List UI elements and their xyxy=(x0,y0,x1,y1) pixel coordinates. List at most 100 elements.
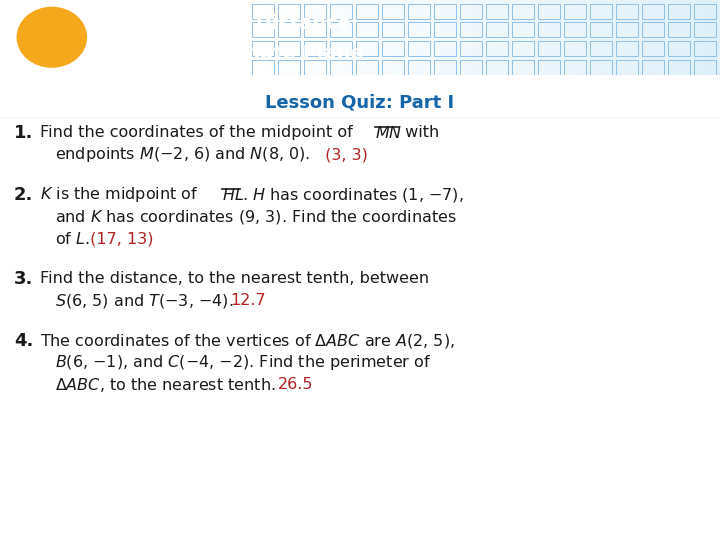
Bar xyxy=(423,0,439,75)
Bar xyxy=(408,41,431,56)
Bar xyxy=(668,4,690,18)
Bar xyxy=(382,59,405,75)
Bar xyxy=(616,41,639,56)
Bar xyxy=(434,59,456,75)
Bar xyxy=(304,22,326,37)
Bar xyxy=(486,22,508,37)
Text: All Rights Reserved.: All Rights Reserved. xyxy=(623,520,720,530)
Bar xyxy=(377,0,392,75)
Bar xyxy=(408,0,423,75)
Bar xyxy=(283,0,299,75)
Bar xyxy=(278,22,300,37)
Bar xyxy=(408,59,431,75)
Text: . $\mathit{H}$ has coordinates (1, −7),: . $\mathit{H}$ has coordinates (1, −7), xyxy=(242,186,464,204)
Bar xyxy=(434,4,456,18)
Bar xyxy=(538,4,560,18)
Bar xyxy=(689,0,704,75)
Bar xyxy=(486,4,508,18)
Bar xyxy=(382,41,405,56)
Bar xyxy=(657,0,673,75)
Bar xyxy=(408,4,431,18)
Bar xyxy=(642,4,665,18)
Bar xyxy=(439,0,455,75)
Bar xyxy=(408,22,431,37)
Bar xyxy=(460,4,482,18)
Bar xyxy=(278,59,300,75)
Bar xyxy=(356,59,379,75)
Bar xyxy=(564,59,586,75)
Bar xyxy=(356,41,379,56)
Text: 26.5: 26.5 xyxy=(278,377,313,392)
Bar xyxy=(694,4,716,18)
Bar xyxy=(595,0,611,75)
Bar xyxy=(278,4,300,18)
Bar xyxy=(382,4,405,18)
Text: Holt McDougal Geometry: Holt McDougal Geometry xyxy=(10,520,150,530)
Text: and $\mathit{K}$ has coordinates (9, 3). Find the coordinates: and $\mathit{K}$ has coordinates (9, 3).… xyxy=(55,207,457,226)
Bar xyxy=(252,0,268,75)
Bar xyxy=(590,41,613,56)
Bar xyxy=(434,41,456,56)
Bar xyxy=(694,41,716,56)
Bar xyxy=(564,4,586,18)
Bar xyxy=(642,0,657,75)
Text: Copyright © by Holt Mc Dougal.: Copyright © by Holt Mc Dougal. xyxy=(446,520,616,530)
Bar xyxy=(455,0,470,75)
Bar xyxy=(642,41,665,56)
Bar xyxy=(642,22,665,37)
Text: Δ$\mathit{ABC}$, to the nearest tenth.: Δ$\mathit{ABC}$, to the nearest tenth. xyxy=(55,375,276,394)
Text: $\mathit{K}$ is the midpoint of: $\mathit{K}$ is the midpoint of xyxy=(40,185,199,204)
Text: 2.: 2. xyxy=(14,186,33,204)
Bar xyxy=(330,4,352,18)
Bar xyxy=(304,59,326,75)
Text: with: with xyxy=(400,125,439,140)
Bar xyxy=(668,41,690,56)
Bar xyxy=(538,59,560,75)
Bar xyxy=(299,0,315,75)
Bar xyxy=(330,41,352,56)
Bar xyxy=(611,0,626,75)
Text: Find the distance, to the nearest tenth, between: Find the distance, to the nearest tenth,… xyxy=(40,271,429,286)
Text: $\mathit{S}$(6, 5) and $\mathit{T}$(−3, −4).: $\mathit{S}$(6, 5) and $\mathit{T}$(−3, … xyxy=(55,292,233,309)
Bar xyxy=(382,22,405,37)
Bar xyxy=(304,4,326,18)
Text: (17, 13): (17, 13) xyxy=(85,231,153,246)
Bar xyxy=(304,41,326,56)
Bar xyxy=(356,4,379,18)
Bar xyxy=(460,22,482,37)
Bar xyxy=(252,59,274,75)
Bar xyxy=(512,22,534,37)
Bar xyxy=(626,0,642,75)
Bar xyxy=(252,22,274,37)
Text: in the Coordinate Plane: in the Coordinate Plane xyxy=(104,44,364,63)
Bar xyxy=(580,0,595,75)
Bar xyxy=(361,0,377,75)
Text: 4.: 4. xyxy=(14,332,33,349)
Bar xyxy=(704,0,720,75)
Bar xyxy=(564,41,586,56)
Bar xyxy=(590,22,613,37)
Text: Midpoint and Distance: Midpoint and Distance xyxy=(104,15,351,33)
Bar xyxy=(694,22,716,37)
Bar xyxy=(549,0,564,75)
Bar xyxy=(642,59,665,75)
Bar xyxy=(330,0,346,75)
Bar xyxy=(460,59,482,75)
Bar xyxy=(330,59,352,75)
Bar xyxy=(590,59,613,75)
Text: (3, 3): (3, 3) xyxy=(320,147,368,162)
Bar xyxy=(616,4,639,18)
Text: $\mathit{B}$(6, −1), and $\mathit{C}$(−4, −2). Find the perimeter of: $\mathit{B}$(6, −1), and $\mathit{C}$(−4… xyxy=(55,353,431,372)
Bar xyxy=(512,59,534,75)
Text: of $\mathit{L}$.: of $\mathit{L}$. xyxy=(55,231,90,247)
Text: $\mathit{MN}$: $\mathit{MN}$ xyxy=(375,125,402,140)
Text: 3.: 3. xyxy=(14,269,33,287)
Bar xyxy=(278,41,300,56)
Text: 1.: 1. xyxy=(14,124,33,141)
Text: The coordinates of the vertices of Δ$\mathit{ABC}$ are $\mathit{A}$(2, 5),: The coordinates of the vertices of Δ$\ma… xyxy=(40,332,455,349)
Text: 12.7: 12.7 xyxy=(230,293,266,308)
Bar xyxy=(590,4,613,18)
Bar xyxy=(564,0,580,75)
Bar xyxy=(538,41,560,56)
Bar xyxy=(460,41,482,56)
